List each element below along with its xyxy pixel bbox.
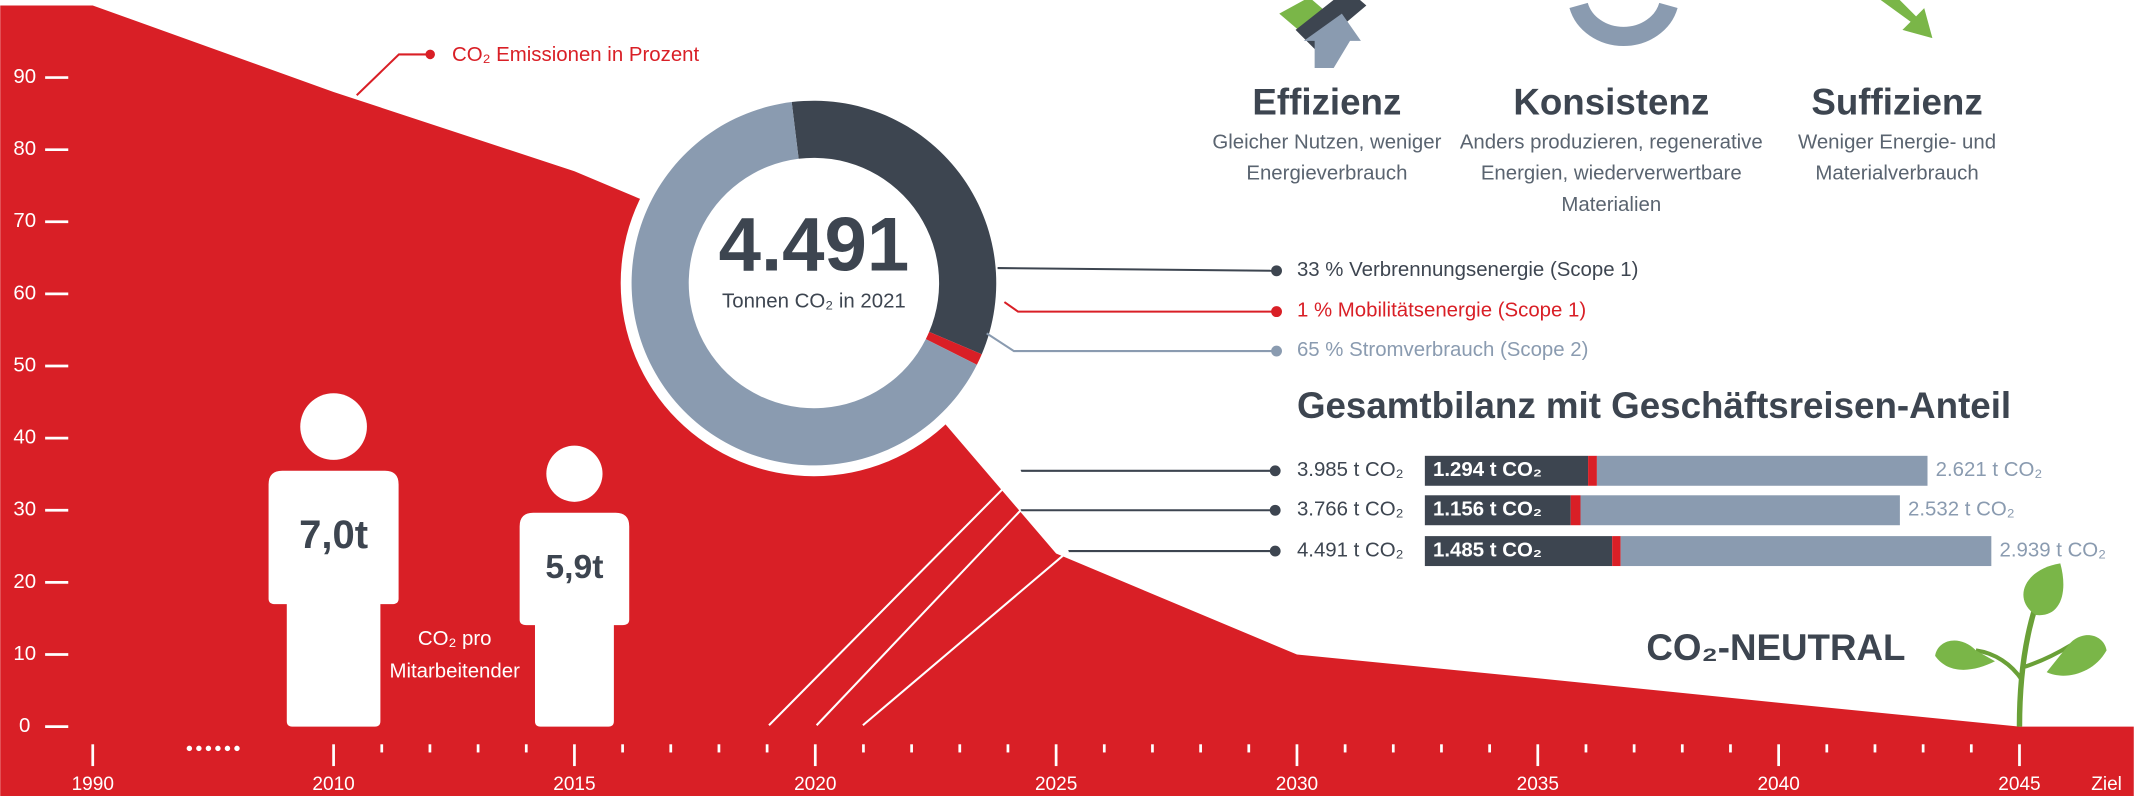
- bar-segment: [1588, 456, 1597, 486]
- legend-entry: 33 % Verbrennungsenergie (Scope 1): [1297, 259, 1638, 281]
- page: 0102030405060708090199020102015202020252…: [0, 0, 2134, 796]
- bar-value-label: 2.939 t CO₂: [1999, 539, 2106, 561]
- strategy-text: Gleicher Nutzen, weniger: [1212, 131, 1441, 153]
- y-tick-label: 10: [13, 643, 36, 665]
- x-tick-label: 2020: [794, 774, 836, 795]
- annotation: CO₂ Emissionen in Prozent: [452, 44, 700, 66]
- person-caption: Mitarbeitender: [389, 661, 520, 683]
- strategy-text: Anders produzieren, regenerative: [1460, 131, 1763, 153]
- axis-break-dot: [234, 746, 239, 751]
- axis-break-dot: [196, 746, 201, 751]
- bar-segment: [1612, 536, 1620, 566]
- neutral-label: CO₂-NEUTRAL: [1646, 627, 1905, 668]
- axis-break-dot: [206, 746, 211, 751]
- bar-segment: [1581, 495, 1900, 525]
- donut-caption: Tonnen CO₂ in 2021: [722, 290, 906, 312]
- legend-label: Stromverbrauch (Scope 2): [1349, 339, 1588, 361]
- y-tick-label: 0: [19, 715, 30, 737]
- person-body: [520, 513, 630, 727]
- x-tick-label: 2035: [1517, 774, 1559, 795]
- strategy-text: Materialverbrauch: [1815, 163, 1978, 185]
- person-value-label: 7,0t: [299, 513, 368, 557]
- legend-entry: 1 % Mobilitätsenergie (Scope 1): [1297, 300, 1586, 322]
- consistency-icon: [1579, 5, 1669, 36]
- x-tick-label: 2025: [1035, 774, 1077, 795]
- person-head: [546, 446, 602, 502]
- strategy-title: Effizienz: [1252, 81, 1401, 122]
- legend-connector: [987, 333, 1277, 351]
- x-tick-label: 2030: [1276, 774, 1318, 795]
- row-total-dot: [1270, 546, 1281, 557]
- legend-value: 65 %: [1297, 339, 1344, 361]
- bar-value-label: 2.532 t CO₂: [1908, 499, 2015, 521]
- y-tick-label: 30: [13, 499, 36, 521]
- row-total-label: 4.491 t CO₂: [1297, 539, 1404, 561]
- row-total-label: 3.985 t CO₂: [1297, 459, 1404, 481]
- annotation-dot: [425, 50, 435, 60]
- bar-value-label: 1.156 t CO₂: [1433, 499, 1542, 521]
- legend-connector: [1004, 302, 1276, 312]
- y-tick-label: 50: [13, 354, 36, 376]
- x-tick-label: 2040: [1757, 774, 1799, 795]
- y-tick-label: 20: [13, 571, 36, 593]
- y-tick-label: 90: [13, 66, 36, 88]
- strategy-title: Suffizienz: [1811, 81, 1982, 122]
- infographic: 0102030405060708090199020102015202020252…: [0, 0, 2134, 796]
- axis-break-dot: [187, 746, 192, 751]
- strategy-text: Energien, wiederverwertbare: [1481, 163, 1742, 185]
- y-tick-label: 70: [13, 210, 36, 232]
- row-total-label: 3.766 t CO₂: [1297, 499, 1404, 521]
- x-tick-label: 2045: [1998, 774, 2040, 795]
- x-end-label: Ziel: [2091, 774, 2122, 795]
- legend-value: 33 %: [1297, 259, 1344, 281]
- legend-dot: [1271, 265, 1282, 276]
- axis-break-dot: [215, 746, 220, 751]
- plant-icon: [1935, 563, 2106, 726]
- person-head: [300, 393, 367, 460]
- person-value-label: 5,9t: [545, 548, 603, 586]
- bar-chart-title: Gesamtbilanz mit Geschäftsreisen-Anteil: [1297, 385, 2011, 426]
- bar-segment: [1571, 495, 1581, 525]
- donut-total: 4.491: [719, 202, 910, 287]
- bar-value-label: 1.485 t CO₂: [1433, 539, 1542, 561]
- x-tick-label: 1990: [72, 774, 114, 795]
- row-total-dot: [1270, 465, 1281, 476]
- person-caption: CO₂ pro: [418, 628, 492, 650]
- legend-label: Mobilitätsenergie (Scope 1): [1338, 300, 1586, 322]
- bar-value-label: 1.294 t CO₂: [1433, 459, 1542, 481]
- strategy-text: Weniger Energie- und: [1798, 131, 1996, 153]
- y-tick-label: 80: [13, 138, 36, 160]
- axis-break-dot: [225, 746, 230, 751]
- strategy-text: Energieverbrauch: [1246, 163, 1407, 185]
- bar-segment: [1597, 456, 1928, 486]
- bar-segment: [1621, 536, 1992, 566]
- x-tick-label: 2015: [553, 774, 595, 795]
- bar-value-label: 2.621 t CO₂: [1936, 459, 2043, 481]
- annotation-line: [357, 54, 430, 95]
- y-tick-label: 40: [13, 427, 36, 449]
- y-tick-label: 60: [13, 282, 36, 304]
- efficiency-icon: [1279, 0, 1366, 68]
- legend-dot: [1271, 346, 1282, 357]
- sufficiency-icon: [1881, 0, 1933, 38]
- legend-entry: 65 % Stromverbrauch (Scope 2): [1297, 339, 1589, 361]
- legend-connector: [998, 268, 1277, 271]
- legend-dot: [1271, 306, 1282, 317]
- row-total-dot: [1270, 505, 1281, 516]
- legend-value: 1 %: [1297, 300, 1332, 322]
- strategy-title: Konsistenz: [1513, 81, 1709, 122]
- strategy-text: Materialien: [1561, 194, 1661, 216]
- x-tick-label: 2010: [312, 774, 354, 795]
- person-body: [269, 471, 399, 727]
- legend-label: Verbrennungsenergie (Scope 1): [1349, 259, 1638, 281]
